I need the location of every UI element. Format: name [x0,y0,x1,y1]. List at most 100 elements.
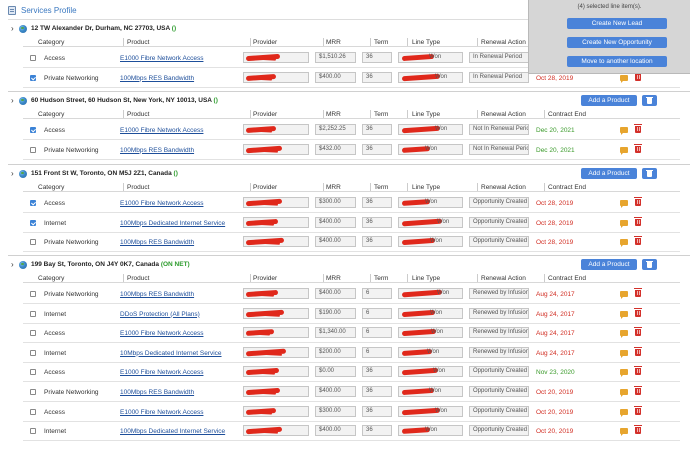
delete-icon[interactable] [634,405,642,415]
add-product-button[interactable]: Add a Product [581,259,637,270]
note-icon[interactable] [620,219,628,228]
product-link[interactable]: 100Mbps Dedicated Internet Service [120,428,226,436]
product-link[interactable]: E1000 Fibre Network Access [120,200,204,207]
note-icon[interactable] [620,74,628,83]
line-type-field[interactable]: Won [398,405,463,417]
mrr-field[interactable]: $0.00 [315,366,356,378]
renewal-action-field[interactable]: Opportunity Created [469,236,529,248]
term-field[interactable]: 36 [362,366,392,378]
row-checkbox[interactable] [30,127,36,133]
mrr-field[interactable]: $1,510.26 [315,52,356,63]
provider-field[interactable] [243,288,309,299]
renewal-action-field[interactable]: Renewed by Infusion [469,346,529,358]
note-icon[interactable] [620,291,628,299]
line-type-field[interactable]: Won [398,52,463,63]
move-to-another-location-button[interactable]: Move to another location [567,56,667,67]
delete-location-button[interactable] [642,168,657,179]
expand-chevron-icon[interactable]: › [11,96,14,105]
provider-field[interactable] [243,386,309,397]
line-type-field[interactable]: Won [398,307,463,319]
row-checkbox[interactable] [30,369,36,376]
row-checkbox[interactable] [30,310,36,317]
expand-chevron-icon[interactable]: › [11,260,14,269]
mrr-field[interactable]: $300.00 [315,197,356,208]
mrr-field[interactable]: $400.00 [315,216,356,228]
note-icon[interactable] [620,369,628,378]
row-checkbox[interactable] [30,55,36,61]
row-checkbox[interactable] [30,219,36,226]
mrr-field[interactable]: $300.00 [315,405,356,417]
term-field[interactable]: 36 [362,197,392,208]
provider-field[interactable] [243,52,309,63]
provider-field[interactable] [243,366,309,378]
renewal-action-field[interactable]: Not In Renewal Period [469,143,529,155]
row-checkbox[interactable] [30,239,36,246]
line-type-field[interactable]: Won [398,143,463,155]
mrr-field[interactable]: $190.00 [315,307,356,319]
renewal-action-field[interactable]: Renewed by Infusion [469,307,529,319]
mrr-field[interactable]: $2,252.25 [315,124,356,135]
delete-icon[interactable] [634,366,642,376]
product-link[interactable]: E1000 Fibre Network Access [120,369,204,377]
delete-location-button[interactable] [642,259,657,270]
mrr-field[interactable]: $432.00 [315,143,356,155]
note-icon[interactable] [620,310,628,319]
product-link[interactable]: 100Mbps RES Bandwidth [120,291,195,298]
row-checkbox[interactable] [30,428,36,435]
renewal-action-field[interactable]: Opportunity Created [469,216,529,228]
line-type-field[interactable]: Won [398,327,463,339]
mrr-field[interactable]: $400.00 [315,386,356,397]
term-field[interactable]: 36 [362,124,392,135]
line-type-field[interactable]: Won [398,425,463,437]
product-link[interactable]: 100Mbps RES Bandwidth [120,239,195,247]
renewal-action-field[interactable]: In Renewal Period [469,52,529,63]
renewal-action-field[interactable]: Opportunity Created [469,366,529,378]
mrr-field[interactable]: $1,340.00 [315,327,356,339]
provider-field[interactable] [243,425,309,437]
delete-icon[interactable] [634,236,642,246]
note-icon[interactable] [620,146,628,155]
renewal-action-field[interactable]: Not In Renewal Period [469,124,529,135]
line-type-field[interactable]: Won [398,288,463,299]
renewal-action-field[interactable]: Opportunity Created [469,386,529,397]
note-icon[interactable] [620,200,628,208]
renewal-action-field[interactable]: Opportunity Created [469,405,529,417]
line-type-field[interactable]: Won [398,197,463,208]
delete-icon[interactable] [634,124,642,133]
line-type-field[interactable]: Won [398,346,463,358]
product-link[interactable]: 100Mbps RES Bandwidth [120,146,195,154]
line-type-field[interactable]: Won [398,236,463,248]
term-field[interactable]: 36 [362,236,392,248]
delete-icon[interactable] [634,216,642,226]
provider-field[interactable] [243,197,309,208]
product-link[interactable]: 100Mbps Dedicated Internet Service [120,219,226,227]
line-type-field[interactable]: Won [398,216,463,228]
delete-icon[interactable] [634,425,642,435]
delete-icon[interactable] [634,386,642,395]
create-new-opportunity-button[interactable]: Create New Opportunity [567,37,667,48]
renewal-action-field[interactable]: Renewed by Infusion [469,288,529,299]
note-icon[interactable] [620,428,628,437]
add-product-button[interactable]: Add a Product [581,168,637,179]
line-type-field[interactable]: Won [398,124,463,135]
note-icon[interactable] [620,127,628,135]
mrr-field[interactable]: $200.00 [315,346,356,358]
delete-icon[interactable] [634,197,642,206]
product-link[interactable]: 100Mbps RES Bandwidth [120,389,195,396]
line-type-field[interactable]: Won [398,71,463,83]
delete-location-button[interactable] [642,95,657,106]
mrr-field[interactable]: $400.00 [315,71,356,83]
row-checkbox[interactable] [30,389,36,395]
term-field[interactable]: 36 [362,405,392,417]
row-checkbox[interactable] [30,146,36,153]
expand-chevron-icon[interactable]: › [11,24,14,33]
term-field[interactable]: 36 [362,425,392,437]
row-checkbox[interactable] [30,200,36,206]
term-field[interactable]: 6 [362,346,392,358]
renewal-action-field[interactable]: In Renewal Period [469,71,529,83]
row-checkbox[interactable] [30,349,36,356]
delete-icon[interactable] [634,307,642,317]
term-field[interactable]: 36 [362,386,392,397]
row-checkbox[interactable] [30,74,36,81]
note-icon[interactable] [620,239,628,248]
